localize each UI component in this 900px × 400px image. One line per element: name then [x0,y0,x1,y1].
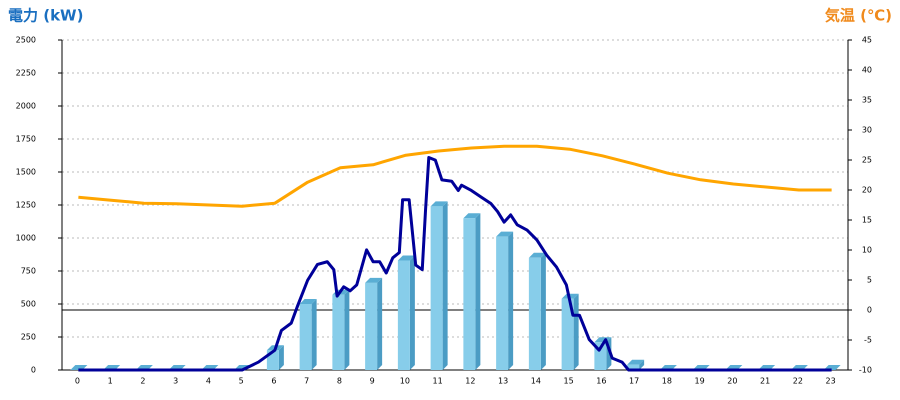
line [78,144,832,208]
y-tick-label: 750 [21,267,36,276]
y-tick-label: 2000 [16,102,36,111]
y2-tick-label: 30 [862,126,872,135]
bar-side [540,252,546,370]
bar-top [496,231,514,237]
bar [627,364,640,370]
bar-side [573,293,579,370]
bar-side [311,299,317,370]
x-tick-label: 2 [140,377,145,386]
y-tick-label: 1000 [16,234,36,243]
y2-tick-label: 35 [862,96,872,105]
x-tick-label: 15 [564,377,574,386]
bar-side [278,345,284,370]
x-tick-label: 8 [337,377,342,386]
bar-side [508,231,514,370]
y2-tick-label: -5 [864,336,872,345]
bar-side [475,213,481,370]
y2-tick-label: 10 [862,246,872,255]
bar [430,206,443,370]
x-tick-label: 14 [531,377,541,386]
y2-tick-label: 15 [862,216,872,225]
y-tick-label: 1500 [16,168,36,177]
x-tick-label: 11 [433,377,443,386]
bar [463,218,476,370]
y-axis-title: 電力 (kW) [8,7,83,25]
x-tick-label: 9 [370,377,375,386]
bar [365,282,378,370]
y2-tick-label: 5 [867,276,872,285]
x-tick-label: 18 [662,377,672,386]
bar-top [299,299,317,304]
x-tick-label: 23 [826,377,836,386]
y-tick-label: 2500 [16,36,36,45]
y-tick-label: 1750 [16,135,36,144]
y-tick-label: 0 [31,366,36,375]
y-tick-label: 2250 [16,69,36,78]
x-tick-label: 12 [465,377,475,386]
bar-top [365,277,383,283]
x-tick-label: 22 [793,377,803,386]
x-tick-label: 6 [271,377,276,386]
x-tick-label: 7 [304,377,309,386]
x-tick-label: 1 [108,377,113,386]
y2-tick-label: 0 [867,306,872,315]
y-tick-label: 500 [21,300,36,309]
x-tick-label: 5 [239,377,244,386]
x-tick-label: 19 [695,377,705,386]
bar-top [627,359,645,365]
y2-tick-label: -10 [859,366,872,375]
bar-top [463,213,481,219]
x-tick-label: 17 [629,377,639,386]
bar-side [639,359,645,370]
x-tick-label: 13 [498,377,508,386]
y-tick-label: 1250 [16,201,36,210]
x-tick-label: 10 [400,377,410,386]
x-tick-label: 3 [173,377,178,386]
y-tick-label: 250 [21,333,36,342]
bar-top [528,252,546,258]
line [78,155,832,372]
bar [397,260,410,370]
bar-side [344,289,350,370]
bar [496,236,509,370]
y2-axis-title: 気温 (℃) [825,7,892,25]
bar [299,304,312,370]
bar-side [377,277,383,370]
y2-tick-label: 45 [862,36,872,45]
bar-top [397,255,415,261]
bar-side [409,255,415,370]
bar-top [430,201,448,207]
x-tick-label: 4 [206,377,211,386]
bar [528,257,541,370]
x-tick-label: 20 [727,377,737,386]
bar [561,298,574,370]
x-tick-label: 0 [75,377,80,386]
x-tick-label: 16 [596,377,606,386]
y2-tick-label: 25 [862,156,872,165]
x-tick-label: 21 [760,377,770,386]
y2-tick-label: 40 [862,66,872,75]
bar [332,294,345,370]
y2-tick-label: 20 [862,186,872,195]
bar-side [442,201,448,370]
